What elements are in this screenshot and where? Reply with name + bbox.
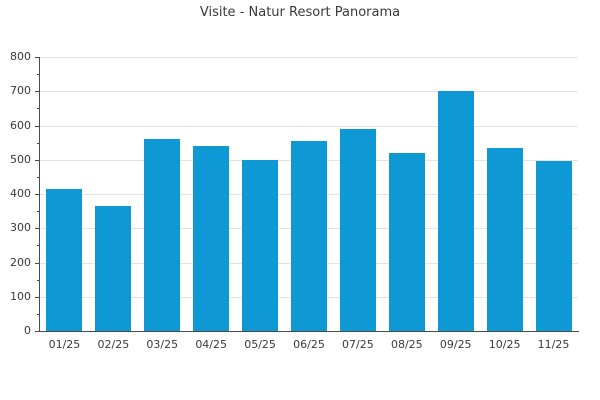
y-tick-600 <box>35 125 40 127</box>
x-tick-label-01-25: 01/25 <box>48 338 81 351</box>
bar-09-25 <box>437 91 474 331</box>
bar-10-25 <box>486 147 523 331</box>
y-minor-tick-50 <box>37 313 40 315</box>
bar-02-25 <box>95 205 132 331</box>
chart-title: Visite - Natur Resort Panorama <box>199 5 401 20</box>
bar-01-25 <box>46 188 83 331</box>
bar-07-25 <box>339 128 376 331</box>
y-tick-label-600: 600 <box>10 118 31 132</box>
y-tick-700 <box>35 91 40 93</box>
x-tick-label-05-25: 05/25 <box>244 338 276 351</box>
y-tick-100 <box>35 296 40 298</box>
y-tick-300 <box>35 228 40 230</box>
x-axis-line <box>39 331 579 332</box>
y-minor-tick-550 <box>37 142 40 144</box>
y-tick-label-700: 700 <box>10 84 31 98</box>
y-minor-tick-350 <box>37 211 40 213</box>
x-tick-label-02-25: 02/25 <box>97 338 130 351</box>
x-tick-label-07-25: 07/25 <box>342 338 374 351</box>
y-minor-tick-150 <box>37 279 40 281</box>
bar-03-25 <box>144 139 181 331</box>
x-tick-label-03-25: 03/25 <box>146 338 179 351</box>
y-tick-label-200: 200 <box>10 255 31 269</box>
gridline-600 <box>40 125 578 127</box>
y-tick-200 <box>35 262 40 264</box>
y-tick-400 <box>35 194 40 195</box>
y-minor-tick-450 <box>37 176 40 178</box>
y-tick-label-0: 0 <box>24 324 31 337</box>
x-tick-label-10-25: 10/25 <box>488 338 521 351</box>
bar-11-25 <box>535 161 572 331</box>
bar-06-25 <box>291 140 327 331</box>
bar-05-25 <box>242 159 279 331</box>
x-tick-label-06-25: 06/25 <box>293 338 325 351</box>
x-tick-label-09-25: 09/25 <box>439 338 472 351</box>
x-tick-label-04-25: 04/25 <box>195 338 228 351</box>
y-tick-500 <box>35 159 40 161</box>
plot-area <box>40 57 578 331</box>
bar-04-25 <box>193 146 230 331</box>
bar-08-25 <box>388 152 425 331</box>
x-tick-label-08-25: 08/25 <box>390 338 423 351</box>
y-tick-label-400: 400 <box>10 187 31 200</box>
y-minor-tick-750 <box>37 74 40 76</box>
y-tick-0 <box>35 331 40 332</box>
y-tick-label-500: 500 <box>10 152 31 166</box>
y-minor-tick-250 <box>37 245 40 247</box>
y-tick-label-100: 100 <box>10 289 31 303</box>
y-minor-tick-650 <box>37 108 40 110</box>
y-tick-800 <box>35 57 40 58</box>
y-tick-label-800: 800 <box>10 50 31 63</box>
gridline-700 <box>40 91 578 93</box>
y-tick-label-300: 300 <box>10 221 31 235</box>
x-tick-label-11-25: 11/25 <box>537 338 570 351</box>
gridline-800 <box>40 57 578 58</box>
